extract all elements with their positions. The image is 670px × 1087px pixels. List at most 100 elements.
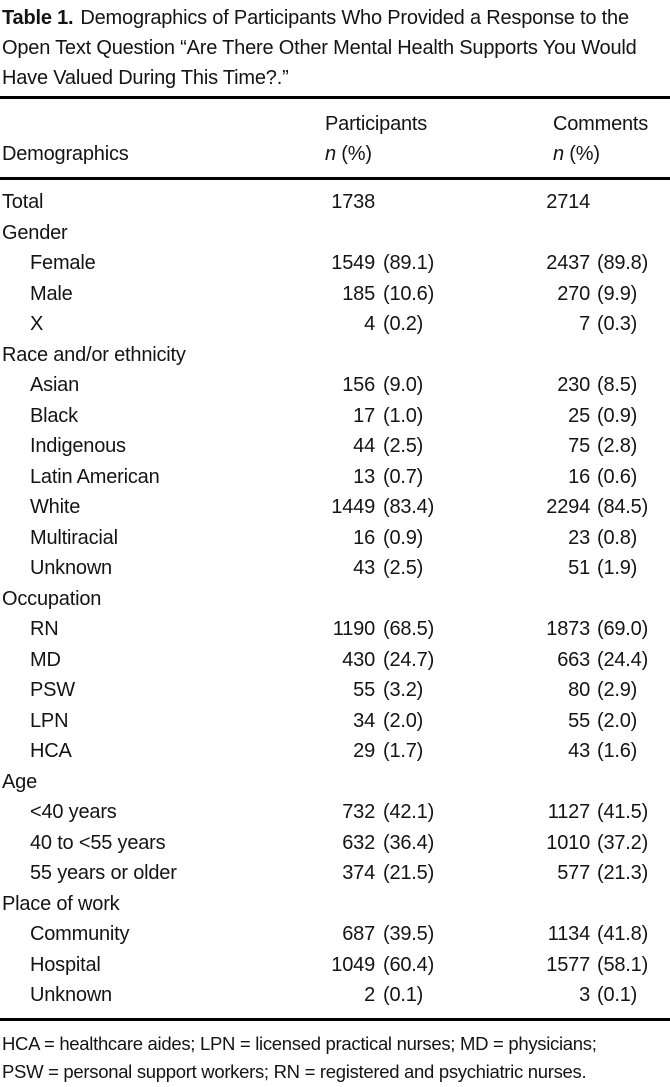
participants-n: 1549: [331, 252, 375, 274]
participants-n: 632: [342, 831, 375, 854]
participants-n: 29: [353, 740, 375, 762]
comments-n: 663: [557, 648, 590, 671]
table-header-row: Demographics Participants n (%) Comments…: [0, 99, 670, 180]
participants-pct: (39.5): [383, 923, 435, 945]
table-row: Asian 156 (9.0) 230 (8.5): [0, 370, 670, 401]
participants-pct: [375, 187, 438, 218]
comments-pct: (1.9): [597, 557, 638, 579]
comments-pct: [590, 889, 670, 920]
table-row: Male 185 (10.6) 270 (9.9): [0, 279, 670, 310]
participants-n: 1449: [331, 496, 375, 518]
row-label: Race and/or ethnicity: [2, 343, 186, 366]
pct-symbol: (%): [341, 143, 372, 165]
comments-pct: (58.1): [597, 953, 649, 976]
comments-pct: (0.6): [597, 465, 638, 488]
participants-n: 34: [353, 709, 375, 732]
comments-n: 1134: [547, 923, 590, 945]
table-row: 40 to <55 years 632 (36.4) 1010 (37.2): [0, 828, 670, 859]
footnote-line-2: PSW = personal support workers; RN = reg…: [2, 1060, 587, 1082]
participants-pct: (42.1): [383, 801, 435, 823]
comments-n: 23: [568, 526, 590, 549]
row-label: Community: [30, 923, 130, 945]
comments-pct: (2.9): [597, 679, 638, 701]
table-row: <40 years 732 (42.1) 1127 (41.5): [0, 797, 670, 828]
comments-n: 270: [557, 282, 590, 305]
participants-n: 687: [342, 923, 375, 945]
table-row: PSW 55 (3.2) 80 (2.9): [0, 675, 670, 706]
participants-n: 156: [342, 374, 375, 396]
participants-pct: (89.1): [383, 252, 435, 274]
table-body: Total 1738 2714 Gender Female 1549 (89.1) 2437(…: [0, 180, 670, 1021]
comments-pct: [590, 767, 670, 798]
comments-n: 75: [568, 435, 590, 457]
table-row: Hospital 1049 (60.4) 1577 (58.1): [0, 950, 670, 981]
row-label: PSW: [30, 679, 75, 701]
column-header-participants-npct: n (%): [325, 139, 438, 169]
row-label: <40 years: [30, 801, 117, 823]
demographics-table: Demographics Participants n (%) Comments…: [0, 96, 670, 1021]
participants-pct: (9.0): [383, 374, 424, 396]
participants-pct: (83.4): [383, 496, 435, 518]
table-row: 55 years or older 374 (21.5) 577 (21.3): [0, 858, 670, 889]
comments-n: [438, 218, 590, 249]
table-row: RN 1190 (68.5) 1873 (69.0): [0, 614, 670, 645]
table-row: Unknown 43 (2.5) 51 (1.9): [0, 553, 670, 584]
comments-n: 2714: [546, 191, 590, 213]
row-label: Indigenous: [30, 435, 126, 457]
row-label: Occupation: [2, 587, 102, 610]
participants-pct: [375, 218, 438, 249]
row-label: Unknown: [30, 557, 112, 579]
comments-pct: (2.8): [597, 435, 638, 457]
participants-pct: [375, 340, 438, 371]
participants-n: 732: [342, 801, 375, 823]
comments-n: 1127: [547, 801, 590, 823]
comments-n: 55: [568, 709, 590, 732]
participants-n: 1738: [331, 191, 375, 213]
comments-pct: (2.0): [597, 709, 638, 732]
participants-n: [250, 584, 375, 615]
participants-pct: (0.2): [383, 313, 424, 335]
participants-pct: [375, 889, 438, 920]
participants-pct: (0.9): [383, 526, 424, 549]
participants-pct: (68.5): [383, 618, 435, 640]
participants-n: 44: [353, 435, 375, 457]
row-label: HCA: [30, 740, 72, 762]
participants-n: 2: [364, 984, 375, 1006]
participants-pct: (60.4): [383, 953, 435, 976]
comments-pct: (37.2): [597, 831, 649, 854]
comments-n: 2294: [546, 496, 590, 518]
participants-n: 43: [353, 557, 375, 579]
table-row: Unknown 2 (0.1) 3 (0.1): [0, 980, 670, 1011]
column-header-comments-title: Comments: [553, 113, 649, 135]
row-label: 55 years or older: [30, 862, 177, 884]
table-row: Latin American 13 (0.7) 16 (0.6): [0, 462, 670, 493]
comments-pct: [590, 584, 670, 615]
participants-n: [250, 889, 375, 920]
comments-pct: (21.3): [597, 862, 649, 884]
comments-pct: (0.3): [597, 313, 638, 335]
n-symbol: n: [325, 143, 336, 165]
pct-symbol: (%): [569, 143, 600, 165]
row-label: Total: [2, 191, 44, 213]
row-label: MD: [30, 648, 61, 671]
comments-pct: (41.5): [597, 801, 649, 823]
row-label: Unknown: [30, 984, 112, 1006]
comments-n: 1010: [546, 831, 590, 854]
table-row: Community 687 (39.5) 1134 (41.8): [0, 919, 670, 950]
comments-pct: (24.4): [597, 648, 649, 671]
participants-pct: (2.5): [383, 557, 424, 579]
column-header-comments-npct: n (%): [553, 139, 670, 169]
table-row: Female 1549 (89.1) 2437 (89.8): [0, 248, 670, 279]
row-label: RN: [30, 618, 59, 640]
row-label: Latin American: [30, 465, 160, 488]
column-header-participants: Participants n (%): [250, 109, 438, 169]
participants-pct: (0.7): [383, 465, 424, 488]
participants-n: 13: [353, 465, 375, 488]
comments-n: [438, 889, 590, 920]
participants-pct: (1.0): [383, 404, 424, 427]
row-label: Place of work: [2, 892, 120, 915]
participants-n: 374: [342, 862, 375, 884]
row-label: Male: [30, 282, 73, 305]
comments-n: 230: [557, 374, 590, 396]
